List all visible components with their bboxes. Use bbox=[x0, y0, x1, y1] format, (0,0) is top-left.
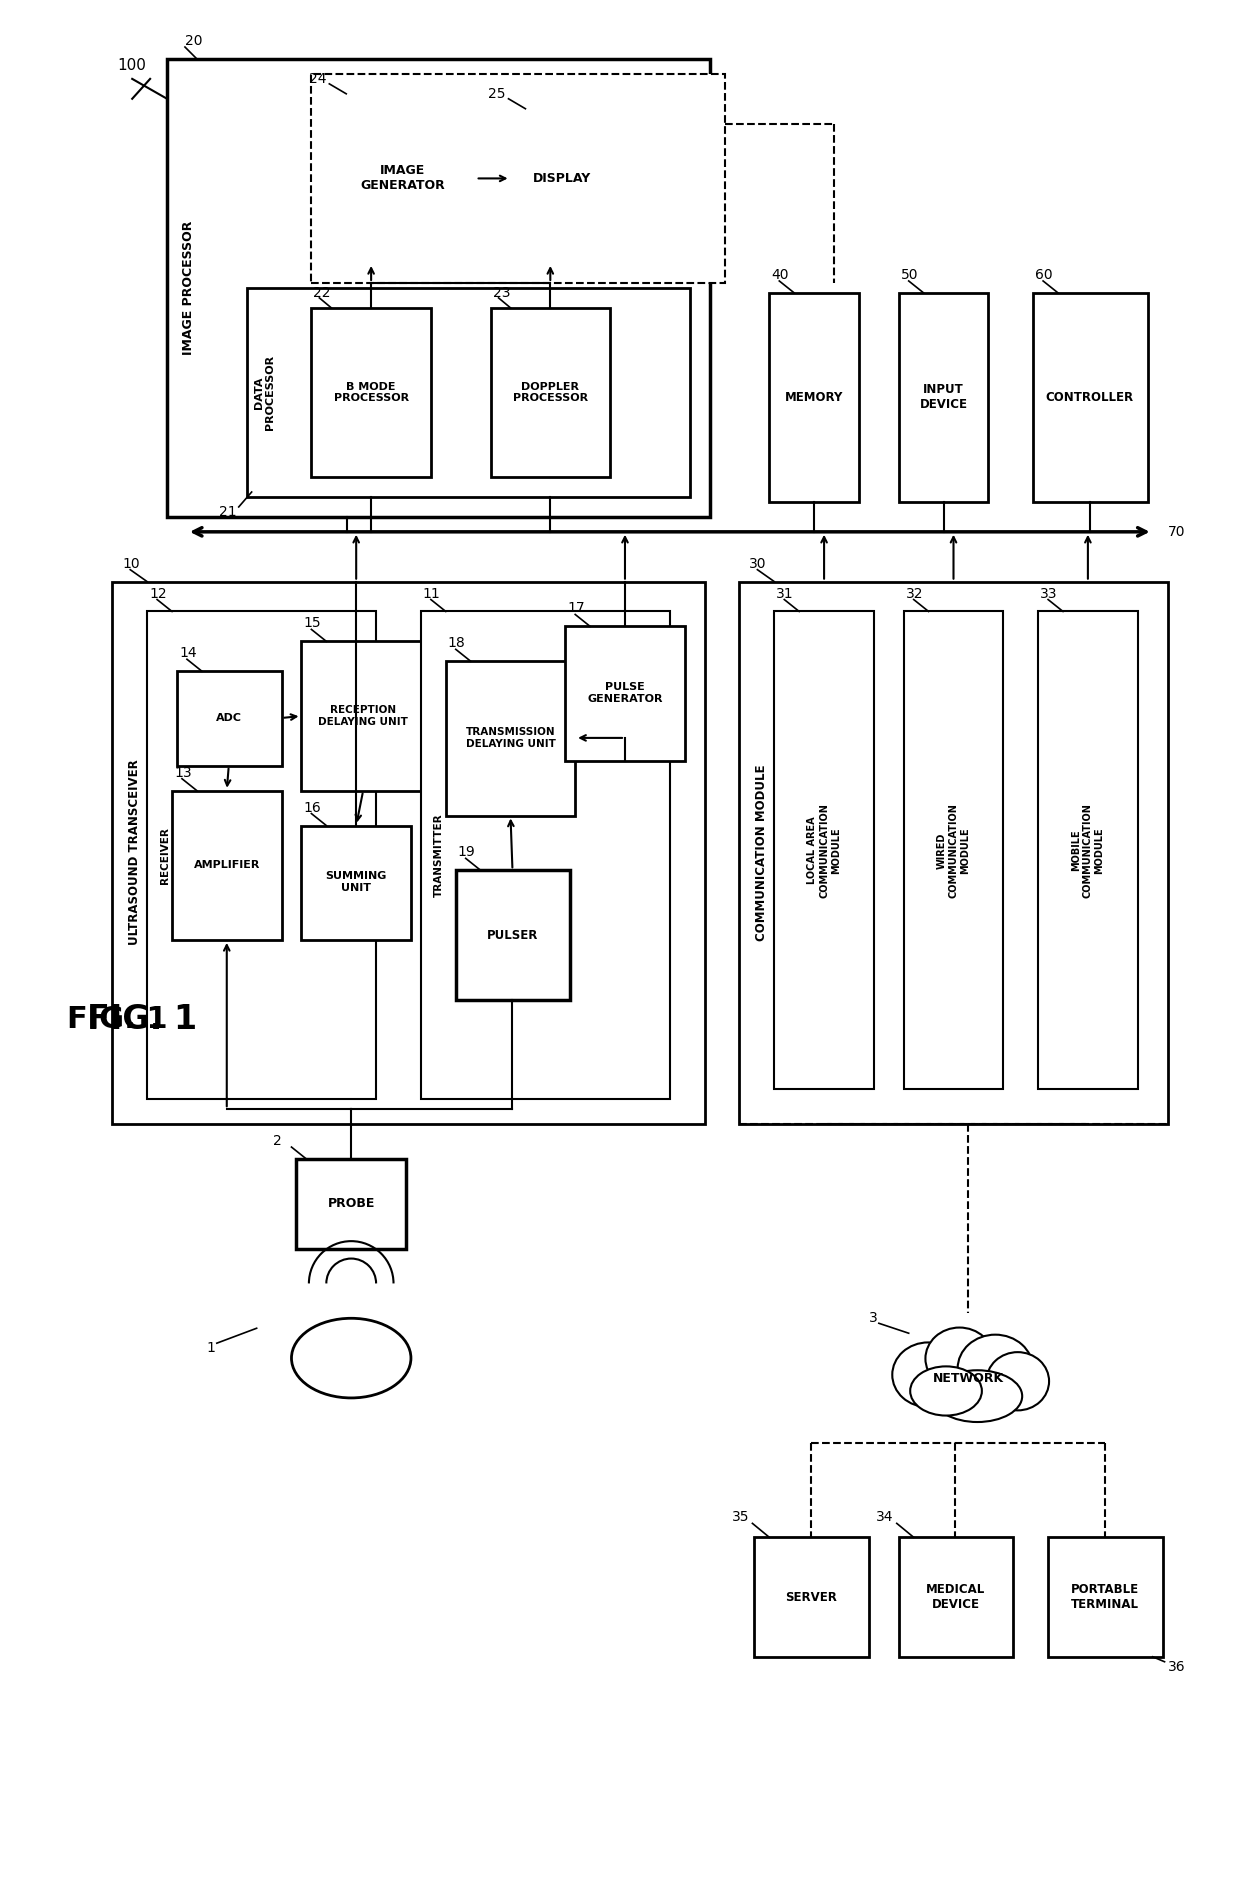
Text: WIRED
COMMUNICATION
MODULE: WIRED COMMUNICATION MODULE bbox=[937, 803, 970, 897]
Bar bbox=[769, 293, 859, 501]
Text: PORTABLE
TERMINAL: PORTABLE TERMINAL bbox=[1071, 1582, 1138, 1610]
Text: 20: 20 bbox=[185, 34, 202, 49]
Text: 10: 10 bbox=[123, 557, 140, 571]
Text: 13: 13 bbox=[174, 766, 192, 779]
Text: NETWORK: NETWORK bbox=[932, 1372, 1004, 1385]
Bar bbox=[446, 661, 575, 815]
Bar bbox=[899, 1537, 1013, 1657]
Ellipse shape bbox=[893, 1342, 963, 1408]
Text: 2: 2 bbox=[273, 1134, 281, 1149]
Text: 33: 33 bbox=[1040, 586, 1058, 601]
Ellipse shape bbox=[291, 1318, 410, 1398]
Text: 21: 21 bbox=[219, 505, 237, 518]
Text: 3: 3 bbox=[869, 1312, 878, 1325]
Text: RECEPTION
DELAYING UNIT: RECEPTION DELAYING UNIT bbox=[319, 706, 408, 726]
Text: PROBE: PROBE bbox=[327, 1198, 374, 1211]
Text: 34: 34 bbox=[877, 1511, 894, 1524]
Text: 19: 19 bbox=[458, 845, 475, 860]
Bar bbox=[148, 612, 376, 1100]
Bar bbox=[311, 308, 430, 477]
Bar bbox=[491, 308, 610, 477]
Bar bbox=[899, 293, 988, 501]
Text: 14: 14 bbox=[179, 646, 197, 661]
Bar bbox=[420, 612, 670, 1100]
Bar bbox=[1038, 612, 1137, 1089]
Text: 12: 12 bbox=[149, 586, 166, 601]
Bar bbox=[565, 627, 684, 760]
Bar bbox=[301, 826, 410, 940]
Text: MEDICAL
DEVICE: MEDICAL DEVICE bbox=[926, 1582, 985, 1610]
Text: RECEIVER: RECEIVER bbox=[160, 828, 170, 884]
Text: 11: 11 bbox=[423, 586, 440, 601]
Text: DOPPLER
PROCESSOR: DOPPLER PROCESSOR bbox=[513, 381, 588, 404]
Text: IMAGE
GENERATOR: IMAGE GENERATOR bbox=[361, 165, 445, 193]
Bar bbox=[311, 73, 724, 283]
Text: 18: 18 bbox=[448, 636, 465, 649]
Ellipse shape bbox=[957, 1335, 1033, 1402]
Text: 35: 35 bbox=[732, 1511, 749, 1524]
Text: MOBILE
COMMUNICATION
MODULE: MOBILE COMMUNICATION MODULE bbox=[1071, 803, 1105, 897]
Text: DATA
PROCESSOR: DATA PROCESSOR bbox=[254, 355, 275, 430]
Text: DISPLAY: DISPLAY bbox=[533, 173, 591, 186]
Ellipse shape bbox=[986, 1351, 1049, 1410]
Bar bbox=[301, 642, 425, 790]
Text: COMMUNICATION MODULE: COMMUNICATION MODULE bbox=[755, 764, 768, 940]
Text: AMPLIFIER: AMPLIFIER bbox=[193, 860, 260, 871]
Bar bbox=[754, 1537, 869, 1657]
Text: 24: 24 bbox=[309, 71, 326, 86]
Bar bbox=[331, 94, 476, 263]
Text: 22: 22 bbox=[314, 285, 331, 300]
Text: 1: 1 bbox=[207, 1342, 216, 1355]
Ellipse shape bbox=[910, 1366, 982, 1415]
Bar bbox=[456, 871, 570, 1000]
Bar bbox=[774, 612, 874, 1089]
Text: PULSER: PULSER bbox=[487, 929, 538, 942]
Bar bbox=[172, 790, 281, 940]
Text: TRANSMITTER: TRANSMITTER bbox=[434, 813, 444, 897]
Text: 50: 50 bbox=[900, 268, 919, 282]
Text: TRANSMISSION
DELAYING UNIT: TRANSMISSION DELAYING UNIT bbox=[465, 726, 556, 749]
Bar bbox=[1048, 1537, 1163, 1657]
Bar bbox=[113, 582, 704, 1124]
Text: 60: 60 bbox=[1035, 268, 1053, 282]
Bar bbox=[1033, 293, 1148, 501]
Bar bbox=[296, 1158, 405, 1248]
Text: FIG. 1: FIG. 1 bbox=[67, 1006, 169, 1034]
Text: SUMMING
UNIT: SUMMING UNIT bbox=[325, 871, 387, 893]
Text: 100: 100 bbox=[118, 58, 146, 73]
Bar bbox=[739, 582, 1168, 1124]
Ellipse shape bbox=[925, 1327, 993, 1389]
Text: 25: 25 bbox=[489, 86, 506, 101]
Bar bbox=[177, 672, 281, 766]
Text: 32: 32 bbox=[905, 586, 924, 601]
Text: 31: 31 bbox=[776, 586, 794, 601]
Text: CONTROLLER: CONTROLLER bbox=[1045, 390, 1133, 404]
Bar bbox=[904, 612, 1003, 1089]
Text: ADC: ADC bbox=[216, 713, 242, 723]
Text: 23: 23 bbox=[492, 285, 510, 300]
Text: MEMORY: MEMORY bbox=[785, 390, 843, 404]
Text: IMAGE PROCESSOR: IMAGE PROCESSOR bbox=[182, 221, 196, 355]
Text: SERVER: SERVER bbox=[785, 1590, 837, 1603]
Text: 30: 30 bbox=[749, 557, 766, 571]
Text: PULSE
GENERATOR: PULSE GENERATOR bbox=[588, 683, 662, 704]
Bar bbox=[167, 58, 709, 516]
Text: FIG. 1: FIG. 1 bbox=[87, 1002, 197, 1036]
Text: LOCAL AREA
COMMUNICATION
MODULE: LOCAL AREA COMMUNICATION MODULE bbox=[807, 803, 841, 897]
Text: 70: 70 bbox=[1168, 526, 1185, 539]
Text: 36: 36 bbox=[1168, 1659, 1185, 1674]
Text: B MODE
PROCESSOR: B MODE PROCESSOR bbox=[334, 381, 409, 404]
Bar bbox=[247, 287, 689, 497]
Text: 15: 15 bbox=[304, 616, 321, 631]
Text: 40: 40 bbox=[771, 268, 789, 282]
Text: INPUT
DEVICE: INPUT DEVICE bbox=[920, 383, 967, 411]
Ellipse shape bbox=[932, 1370, 1022, 1423]
Text: 16: 16 bbox=[304, 801, 321, 815]
Text: 17: 17 bbox=[567, 601, 585, 616]
Bar bbox=[511, 109, 615, 248]
Text: ULTRASOUND TRANSCEIVER: ULTRASOUND TRANSCEIVER bbox=[128, 760, 140, 946]
